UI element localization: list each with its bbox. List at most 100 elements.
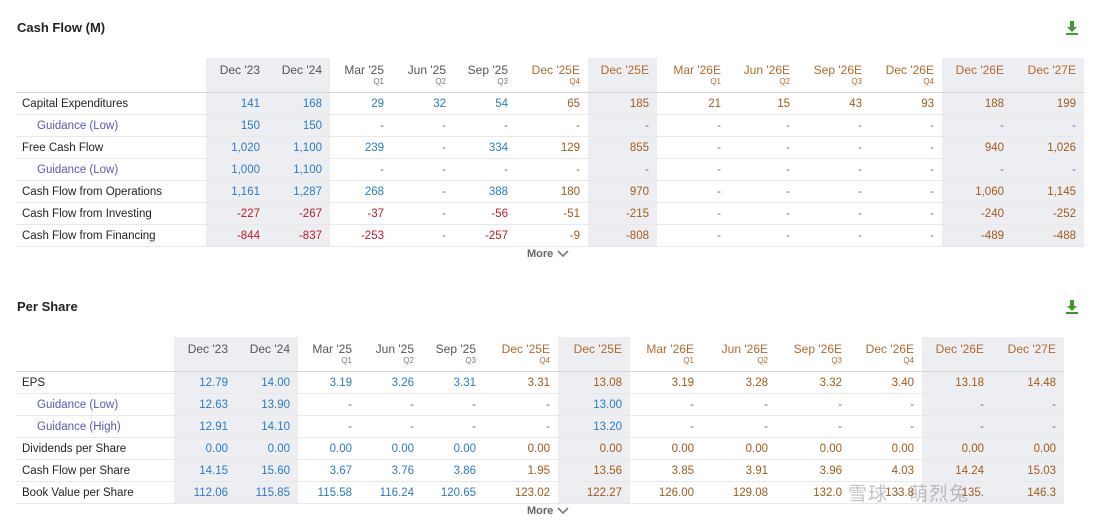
column-header[interactable]: Dec '24 xyxy=(236,337,298,372)
column-header[interactable]: Jun '26E Q2 xyxy=(702,337,776,372)
table-cell: 1,000 xyxy=(206,158,268,181)
column-header[interactable]: Mar '26E Q1 xyxy=(657,58,729,93)
table-row: Book Value per Share 112.06 115.85 115.58 11… xyxy=(16,481,1064,504)
header-label-cell xyxy=(16,337,174,372)
table-cell: - xyxy=(850,393,922,416)
table-cell: - xyxy=(330,158,392,181)
column-header-label: Mar '25 xyxy=(344,63,384,77)
table-cell: - xyxy=(798,202,870,225)
guidance-row-label[interactable]: Guidance (High) xyxy=(16,415,174,438)
download-icon[interactable] xyxy=(1063,298,1081,316)
table-row: Cash Flow per Share 14.15 15.60 3.67 3.76 3.8… xyxy=(16,459,1064,482)
table-cell: 14.00 xyxy=(236,371,298,394)
column-header[interactable]: Jun '25 Q2 xyxy=(392,58,454,93)
column-header[interactable]: Dec '27E xyxy=(992,337,1064,372)
column-quarter-label xyxy=(588,77,649,86)
download-icon[interactable] xyxy=(1063,19,1081,37)
column-header[interactable]: Sep '25 Q3 xyxy=(454,58,516,93)
table-cell: 0.00 xyxy=(484,437,558,460)
table-row: Capital Expenditures 141 168 29 32 54 65 185 21 1… xyxy=(16,92,1084,115)
table-cell: -837 xyxy=(268,224,330,247)
column-quarter-label: Q3 xyxy=(851,77,862,86)
column-header[interactable]: Dec '26E Q4 xyxy=(870,58,942,93)
table-cell: - xyxy=(1012,158,1084,181)
column-header[interactable]: Jun '26E Q2 xyxy=(729,58,798,93)
guidance-row-label[interactable]: Guidance (Low) xyxy=(16,114,206,137)
column-header[interactable]: Mar '25 Q1 xyxy=(330,58,392,93)
column-header[interactable]: Mar '26E Q1 xyxy=(630,337,702,372)
column-header[interactable]: Dec '26E xyxy=(942,58,1012,93)
table-cell: - xyxy=(702,393,776,416)
table-cell: 146.3 xyxy=(992,481,1064,504)
column-header-label: Mar '26E xyxy=(673,63,721,77)
table-cell: 855 xyxy=(588,136,657,159)
column-quarter-label: Q1 xyxy=(373,77,384,86)
guidance-row-label[interactable]: Guidance (Low) xyxy=(16,158,206,181)
section-title: Cash Flow (M) xyxy=(17,20,106,35)
table-cell: -51 xyxy=(516,202,588,225)
column-header-label: Sep '26E xyxy=(793,342,842,356)
column-header[interactable]: Sep '26E Q3 xyxy=(776,337,850,372)
table-cell: - xyxy=(516,114,588,137)
column-quarter-label: Q1 xyxy=(710,77,721,86)
table-cell: 116.24 xyxy=(360,481,422,504)
column-quarter-label xyxy=(236,356,290,365)
guidance-row-label[interactable]: Guidance (Low) xyxy=(16,393,174,416)
table-cell: - xyxy=(870,224,942,247)
table-cell: 115.58 xyxy=(298,481,360,504)
table-cell: 3.76 xyxy=(360,459,422,482)
column-header[interactable]: Dec '26E Q4 xyxy=(850,337,922,372)
table-cell: 13.00 xyxy=(558,393,630,416)
table-cell: -844 xyxy=(206,224,268,247)
table-cell: 0.00 xyxy=(922,437,992,460)
table-row: Guidance (Low) 1,000 1,100- - - - - - - - - - - xyxy=(16,158,1084,181)
row-label: Cash Flow from Financing xyxy=(16,224,206,247)
more-button[interactable]: More xyxy=(527,505,569,517)
column-header[interactable]: Mar '25 Q1 xyxy=(298,337,360,372)
column-header[interactable]: Dec '25E Q4 xyxy=(484,337,558,372)
table-cell: -267 xyxy=(268,202,330,225)
table-cell: 13.08 xyxy=(558,371,630,394)
table-cell: 43 xyxy=(798,92,870,115)
table-cell: -56 xyxy=(454,202,516,225)
table-cell: 65 xyxy=(516,92,588,115)
column-header-label: Dec '23 xyxy=(187,342,228,356)
table-cell: - xyxy=(454,158,516,181)
table-cell: - xyxy=(798,224,870,247)
table-cell: 334 xyxy=(454,136,516,159)
table-cell: 3.86 xyxy=(422,459,484,482)
table-cell: 1,161 xyxy=(206,180,268,203)
table-cell: - xyxy=(850,415,922,438)
column-header[interactable]: Sep '25 Q3 xyxy=(422,337,484,372)
table-cell: 0.00 xyxy=(776,437,850,460)
column-header[interactable]: Sep '26E Q3 xyxy=(798,58,870,93)
more-button[interactable]: More xyxy=(527,248,569,260)
column-quarter-label xyxy=(942,77,1004,86)
more-label: More xyxy=(527,505,554,517)
column-header[interactable]: Dec '27E xyxy=(1012,58,1084,93)
table-cell: 1,145 xyxy=(1012,180,1084,203)
table-row: Guidance (Low) 150 150- - - - - - - - - - - xyxy=(16,114,1084,137)
column-header[interactable]: Jun '25 Q2 xyxy=(360,337,422,372)
column-header[interactable]: Dec '26E xyxy=(922,337,992,372)
table-cell: - xyxy=(729,202,798,225)
table-row: Free Cash Flow 1,020 1,100 239-334 129 855- - -… xyxy=(16,136,1084,159)
column-header[interactable]: Dec '24 xyxy=(268,58,330,93)
column-header[interactable]: Dec '23 xyxy=(174,337,236,372)
table-cell: - xyxy=(992,415,1064,438)
column-header[interactable]: Dec '25E xyxy=(558,337,630,372)
table-cell: 1,100 xyxy=(268,136,330,159)
table-cell: - xyxy=(360,393,422,416)
table-cell: - xyxy=(657,114,729,137)
table-cell: 388 xyxy=(454,180,516,203)
table-cell: 3.19 xyxy=(298,371,360,394)
table-cell: 168 xyxy=(268,92,330,115)
table-cell: 32 xyxy=(392,92,454,115)
column-header[interactable]: Dec '23 xyxy=(206,58,268,93)
table-cell: - xyxy=(454,114,516,137)
table-cell: - xyxy=(922,415,992,438)
column-header[interactable]: Dec '25E xyxy=(588,58,657,93)
table-cell: 3.40 xyxy=(850,371,922,394)
table-cell: 112.06 xyxy=(174,481,236,504)
column-header[interactable]: Dec '25E Q4 xyxy=(516,58,588,93)
